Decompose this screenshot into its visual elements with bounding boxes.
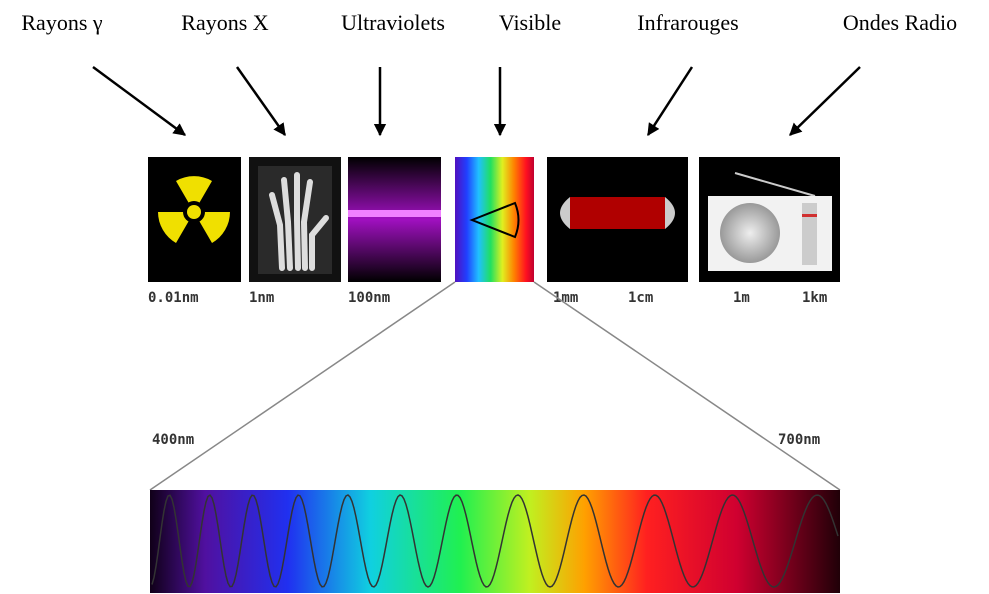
band-label: Ultraviolets: [341, 10, 445, 35]
range-end: 700nm: [778, 432, 820, 448]
zoom-lines: [150, 282, 840, 490]
radio-icon: [699, 157, 840, 282]
band-label: Rayons X: [181, 10, 269, 35]
visible-spectrum: [150, 490, 840, 593]
scale-label: 1nm: [249, 290, 274, 306]
spectrum-diagram: Rayons γ Rayons X Ultraviolets Visible I…: [0, 0, 989, 594]
visible-icon: [455, 157, 534, 282]
range-start: 400nm: [152, 432, 194, 448]
xray-icon: [249, 157, 341, 282]
scale-label: 1m: [733, 290, 750, 306]
arrows: [93, 67, 860, 135]
scale-label: 1km: [802, 290, 827, 306]
band-label: Rayons γ: [21, 10, 103, 35]
uv-icon: [348, 157, 441, 282]
gamma-icon: [148, 157, 241, 282]
infrared-icon: [547, 157, 688, 282]
band-label: Infrarouges: [637, 10, 738, 35]
band-label: Visible: [499, 10, 561, 35]
scale-label: 1cm: [628, 290, 653, 306]
band-label: Ondes Radio: [843, 10, 957, 35]
scale-label: 100nm: [348, 290, 390, 306]
scale-label: 0.01nm: [148, 290, 199, 306]
